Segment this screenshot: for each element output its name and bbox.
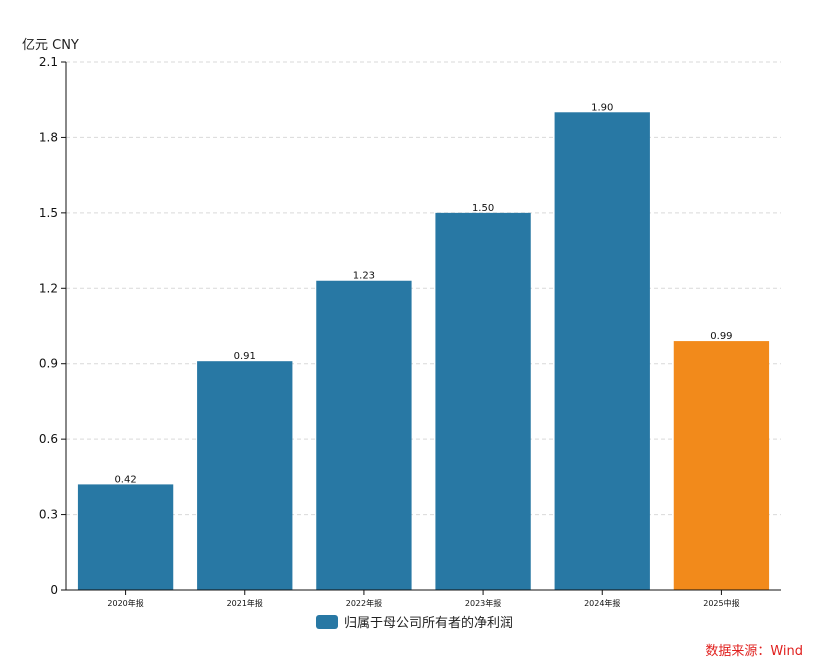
y-tick-label: 0.6 xyxy=(39,432,58,446)
data-label: 1.90 xyxy=(591,102,613,113)
bar xyxy=(673,341,770,590)
x-tick-label: 2024年报 xyxy=(584,598,620,608)
bar xyxy=(435,212,531,590)
data-label: 0.91 xyxy=(234,351,256,362)
y-axis-unit-label: 亿元 CNY xyxy=(22,38,79,53)
legend-swatch xyxy=(315,615,338,629)
data-label: 1.23 xyxy=(353,271,375,282)
bar xyxy=(316,280,412,590)
data-label: 0.99 xyxy=(710,331,732,342)
y-tick-label: 0.9 xyxy=(39,357,58,371)
data-label: 0.42 xyxy=(114,474,136,485)
y-tick-label: 1.8 xyxy=(39,130,58,144)
data-source: 数据来源：Wind xyxy=(705,644,803,659)
y-tick-label: 0.3 xyxy=(39,508,58,522)
bar xyxy=(197,361,293,590)
data-labels: 0.42 0.91 1.23 1.50 1.90 0.99 xyxy=(114,102,732,485)
y-tick-label: 2.1 xyxy=(39,55,58,69)
bar xyxy=(77,484,174,590)
x-tick-label: 2021年报 xyxy=(227,598,263,608)
y-tick-label: 0 xyxy=(50,583,58,597)
legend: 归属于母公司所有者的净利润 xyxy=(0,612,829,631)
bars xyxy=(77,112,770,591)
grid-lines xyxy=(66,61,781,516)
x-axis: 2020年报 2021年报 2022年报 2023年报 2024年报 2025中报 xyxy=(66,589,781,608)
bar xyxy=(554,112,650,591)
y-axis: 0 0.3 0.6 0.9 1.2 1.5 1.8 2.1 xyxy=(39,55,67,597)
x-tick-label: 2023年报 xyxy=(465,598,501,608)
y-tick-label: 1.2 xyxy=(39,281,58,295)
x-tick-label: 2025中报 xyxy=(703,598,739,608)
data-label: 1.50 xyxy=(472,203,494,214)
x-tick-label: 2020年报 xyxy=(107,598,143,608)
legend-label: 归属于母公司所有者的净利润 xyxy=(343,616,513,631)
y-tick-label: 1.5 xyxy=(39,206,58,220)
x-tick-label: 2022年报 xyxy=(346,598,382,608)
